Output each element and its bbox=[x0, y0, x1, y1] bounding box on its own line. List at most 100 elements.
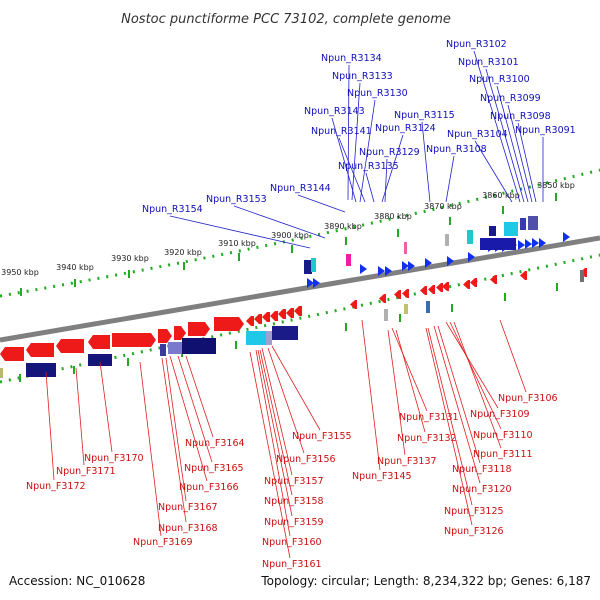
reverse-gene-labels: Npun_F3106 Npun_F3131 Npun_F3109 Npun_F3132… bbox=[26, 393, 558, 570]
forward-strand-gene bbox=[378, 266, 385, 276]
forward-strand-gene bbox=[313, 278, 320, 288]
reverse-strand-gene bbox=[470, 278, 477, 287]
forward-leader-line bbox=[233, 205, 326, 239]
forward-strand-gene bbox=[408, 261, 415, 271]
forward-strand-gene bbox=[504, 222, 518, 236]
gene-label-npun-r3133: Npun_R3133 bbox=[332, 71, 393, 82]
gene-label-npun-r3129: Npun_R3129 bbox=[359, 147, 420, 158]
gene-label-npun-f3165: Npun_F3165 bbox=[184, 463, 244, 474]
kbp-scale-labels: 3950 kbp 3940 kbp 3930 kbp 3920 kbp 3910 kbp… bbox=[1, 181, 575, 277]
reverse-leader-line bbox=[445, 321, 499, 409]
forward-leader-line bbox=[485, 68, 525, 203]
reverse-leader-line bbox=[45, 371, 55, 481]
gene-label-npun-f3145: Npun_F3145 bbox=[352, 471, 412, 482]
reverse-strand-gene bbox=[88, 354, 112, 366]
forward-leader-line bbox=[365, 172, 375, 203]
inner-tick-ruler bbox=[0, 253, 600, 384]
reverse-leader-line bbox=[249, 351, 291, 559]
reverse-strand-gene bbox=[112, 333, 156, 347]
genome-backbone bbox=[0, 235, 600, 343]
kbp-label-3910-kbp: 3910 kbp bbox=[218, 239, 256, 248]
reverse-strand-gene bbox=[188, 322, 210, 336]
forward-strand-gene bbox=[489, 226, 496, 236]
forward-leader-line bbox=[351, 82, 361, 201]
genome-summary-text: Topology: circular; Length: 8,234,322 bp… bbox=[260, 574, 591, 588]
gene-label-npun-f3157: Npun_F3157 bbox=[264, 476, 324, 487]
reverse-strand-gene bbox=[0, 368, 3, 378]
kbp-label-3850-kbp: 3850 kbp bbox=[537, 181, 575, 190]
reverse-leader-line bbox=[185, 355, 214, 438]
forward-leader-line bbox=[384, 158, 388, 203]
kbp-label-3870-kbp: 3870 kbp bbox=[424, 202, 462, 211]
forward-strand-gene bbox=[445, 234, 449, 246]
gene-label-npun-r3099: Npun_R3099 bbox=[480, 93, 541, 104]
gene-label-npun-f3125: Npun_F3125 bbox=[444, 506, 504, 517]
gene-label-npun-f3132: Npun_F3132 bbox=[397, 433, 457, 444]
map-title: Nostoc punctiforme PCC 73102, complete g… bbox=[121, 12, 451, 27]
gene-label-npun-r3144: Npun_R3144 bbox=[270, 183, 331, 194]
kbp-label-3920-kbp: 3920 kbp bbox=[164, 248, 202, 257]
gene-label-npun-f3161: Npun_F3161 bbox=[262, 559, 322, 570]
forward-strand-gene bbox=[425, 258, 432, 268]
reverse-leader-line bbox=[271, 345, 321, 431]
forward-strand-gene bbox=[539, 238, 546, 248]
gene-label-npun-f3170: Npun_F3170 bbox=[84, 453, 144, 464]
reverse-strand-gene bbox=[182, 338, 216, 354]
reverse-strand-gene bbox=[168, 342, 182, 354]
reverse-strand-gene bbox=[463, 280, 470, 289]
reverse-strand-gene bbox=[294, 306, 302, 316]
gene-label-npun-f3172: Npun_F3172 bbox=[26, 481, 86, 492]
gene-label-npun-r3135: Npun_R3135 bbox=[338, 161, 399, 172]
reverse-leader-line bbox=[169, 355, 208, 482]
gene-label-npun-r3098: Npun_R3098 bbox=[490, 111, 551, 122]
reverse-strand-gene bbox=[278, 309, 286, 319]
gene-label-npun-f3169: Npun_F3169 bbox=[133, 537, 193, 548]
reverse-strand-gene bbox=[246, 331, 266, 345]
forward-leader-line bbox=[517, 122, 537, 203]
kbp-label-3930-kbp: 3930 kbp bbox=[111, 254, 149, 263]
reverse-strand-gene bbox=[174, 326, 186, 340]
gene-label-npun-r3130: Npun_R3130 bbox=[347, 88, 408, 99]
reverse-strand-gene bbox=[420, 286, 427, 295]
reverse-leader-line bbox=[139, 361, 162, 537]
forward-strand-gene bbox=[468, 252, 475, 262]
reverse-strand-gene bbox=[404, 304, 408, 314]
forward-leader-line bbox=[421, 121, 431, 203]
reverse-leader-line bbox=[425, 327, 473, 526]
reverse-leader-line bbox=[499, 319, 527, 393]
gene-label-npun-r3141: Npun_R3141 bbox=[311, 126, 372, 137]
gene-label-npun-f3118: Npun_F3118 bbox=[452, 464, 512, 475]
reverse-strand-gene bbox=[160, 344, 166, 356]
reverse-leader-line bbox=[161, 357, 187, 523]
forward-gene-labels: Npun_R3102 Npun_R3101 Npun_R3100 Npun_R3099… bbox=[142, 39, 576, 215]
reverse-leader-line bbox=[257, 349, 293, 517]
gene-label-npun-r3091: Npun_R3091 bbox=[515, 125, 576, 136]
gene-label-npun-f3164: Npun_F3164 bbox=[185, 438, 245, 449]
reverse-strand-gene bbox=[272, 326, 298, 340]
reverse-strand-gene bbox=[214, 317, 244, 331]
gene-label-npun-f3110: Npun_F3110 bbox=[473, 430, 533, 441]
forward-strand-gene bbox=[360, 264, 367, 274]
reverse-strand-gene bbox=[246, 316, 254, 326]
reverse-strand-gene bbox=[262, 312, 270, 322]
gene-label-npun-r3104: Npun_R3104 bbox=[447, 129, 508, 140]
reverse-leader-line bbox=[99, 361, 113, 453]
kbp-label-3900-kbp: 3900 kbp bbox=[271, 231, 309, 240]
gene-label-npun-r3108: Npun_R3108 bbox=[426, 144, 487, 155]
gene-label-npun-r3115: Npun_R3115 bbox=[394, 110, 455, 121]
forward-leader-line bbox=[359, 99, 376, 203]
kbp-label-3880-kbp: 3880 kbp bbox=[374, 212, 412, 221]
reverse-leader-line bbox=[391, 327, 428, 412]
forward-leader-line bbox=[338, 137, 366, 203]
reverse-strand-gene bbox=[402, 289, 409, 298]
reverse-strand-gene bbox=[266, 331, 272, 345]
reverse-leader-line bbox=[267, 347, 305, 454]
kbp-label-3950-kbp: 3950 kbp bbox=[1, 268, 39, 277]
forward-leader-line bbox=[331, 117, 357, 203]
forward-strand-gene bbox=[532, 238, 539, 248]
reverse-strand-gene bbox=[286, 308, 294, 318]
forward-strand-gene bbox=[304, 260, 312, 274]
forward-strand-gene bbox=[402, 261, 409, 271]
reverse-leader-line bbox=[395, 329, 426, 433]
forward-leader-line bbox=[169, 215, 311, 249]
